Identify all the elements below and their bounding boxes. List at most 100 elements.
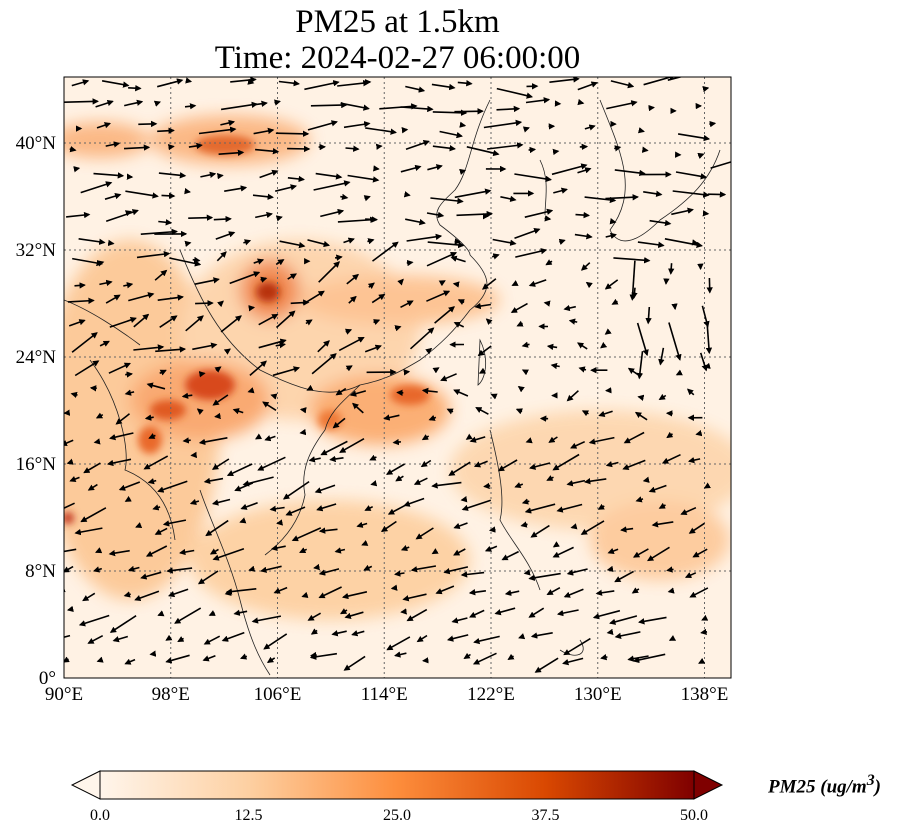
wind-arrow (259, 169, 279, 179)
wind-arrow (395, 475, 404, 482)
colorbar-tick-label: 25.0 (383, 807, 411, 824)
lon-tick-label: 98°E (152, 684, 190, 705)
wind-arrow (631, 587, 640, 594)
wind-arrow (577, 81, 598, 91)
lat-tick-label: 8°N (25, 561, 56, 582)
wind-arrow (226, 463, 253, 477)
wind-arrow (306, 384, 314, 391)
map-frame (63, 76, 732, 679)
wind-arrow (218, 149, 245, 156)
colorbar: 0.0 12.5 25.0 37.5 50.0 (70, 770, 724, 824)
wind-arrow (566, 479, 586, 487)
wind-arrow (638, 616, 667, 625)
wind-arrow (406, 259, 414, 267)
wind-arrow (194, 277, 220, 285)
wind-arrow (623, 431, 645, 444)
wind-arrow (709, 120, 717, 128)
wind-arrow (680, 506, 697, 515)
wind-arrow (516, 320, 524, 327)
wind-arrow (620, 526, 634, 533)
wind-arrow (318, 261, 341, 283)
wind-arrow (700, 628, 708, 636)
wind-arrow (157, 480, 188, 493)
wind-arrow (254, 433, 263, 440)
wind-arrow (528, 279, 547, 287)
wind-arrow (666, 566, 674, 573)
wind-arrow (494, 607, 516, 616)
wind-arrow (148, 433, 156, 439)
wind-arrow (521, 341, 530, 348)
wind-arrow (82, 592, 96, 602)
wind-arrow (161, 192, 176, 200)
wind-arrow (363, 564, 373, 571)
wind-arrow (485, 318, 493, 326)
wind-arrow (667, 77, 698, 81)
wind-arrow (364, 344, 382, 353)
wind-arrow (570, 523, 578, 530)
wind-arrow (134, 590, 160, 602)
wind-arrow (181, 392, 193, 399)
wind-arrow (469, 609, 485, 618)
wind-arrow (275, 184, 298, 192)
wind-arrow (392, 438, 401, 446)
lat-tick-label: 32°N (16, 240, 57, 261)
lon-tick-label: 106°E (254, 684, 302, 705)
lat-tick-label: 40°N (16, 133, 57, 154)
wind-arrow (394, 570, 405, 577)
wind-arrow (64, 656, 70, 663)
wind-arrow (287, 273, 297, 280)
wind-arrow (320, 440, 348, 456)
wind-arrow (311, 353, 337, 375)
wind-arrow (153, 100, 162, 107)
wind-arrow (66, 605, 74, 613)
wind-arrow (511, 280, 519, 287)
wind-arrow (247, 78, 255, 85)
wind-arrow (307, 239, 331, 248)
wind-arrow (212, 547, 245, 561)
wind-arrow (64, 502, 75, 510)
wind-arrow (264, 435, 276, 442)
wind-arrow (434, 306, 455, 324)
wind-arrow (315, 172, 343, 180)
wind-arrow (347, 174, 380, 183)
wind-arrow (276, 519, 284, 526)
wind-arrow (99, 279, 113, 287)
wind-arrow (585, 281, 593, 289)
wind-arrow (285, 506, 306, 516)
wind-arrow (188, 214, 214, 221)
wind-arrow (427, 164, 443, 171)
wind-arrow (363, 195, 371, 202)
wind-arrow (627, 367, 640, 377)
wind-arrow (216, 251, 227, 262)
wind-arrow (488, 526, 496, 533)
wind-arrow (397, 278, 404, 286)
wind-arrow (671, 303, 678, 311)
wind-arrow (275, 259, 285, 266)
wind-arrow (167, 143, 175, 151)
colorbar-label: PM25 (ug/m3) (768, 772, 881, 798)
wind-arrow (305, 319, 313, 326)
wind-arrow (468, 589, 487, 596)
map-time: Time: 2024-02-27 06:00:00 (214, 40, 581, 76)
wind-arrow (551, 163, 588, 176)
wind-arrow (401, 126, 409, 134)
lat-tick-label: 24°N (16, 347, 57, 368)
wind-arrow (144, 414, 154, 421)
wind-arrow (307, 612, 321, 621)
wind-arrow (339, 608, 348, 615)
wind-arrow (351, 630, 365, 637)
wind-arrow (491, 253, 500, 260)
wind-arrow (609, 218, 617, 225)
wind-arrow (584, 124, 596, 131)
wind-arrow (229, 271, 261, 285)
wind-arrow (581, 410, 590, 417)
wind-arrow (405, 140, 430, 150)
wind-arrow (291, 527, 322, 542)
wind-arrow (123, 282, 134, 289)
wind-arrow (339, 438, 365, 453)
wind-arrow (435, 585, 455, 595)
wind-arrow (299, 428, 307, 436)
colorbar-bar (99, 770, 695, 800)
wind-arrow (580, 520, 605, 535)
wind-arrow (220, 315, 242, 333)
